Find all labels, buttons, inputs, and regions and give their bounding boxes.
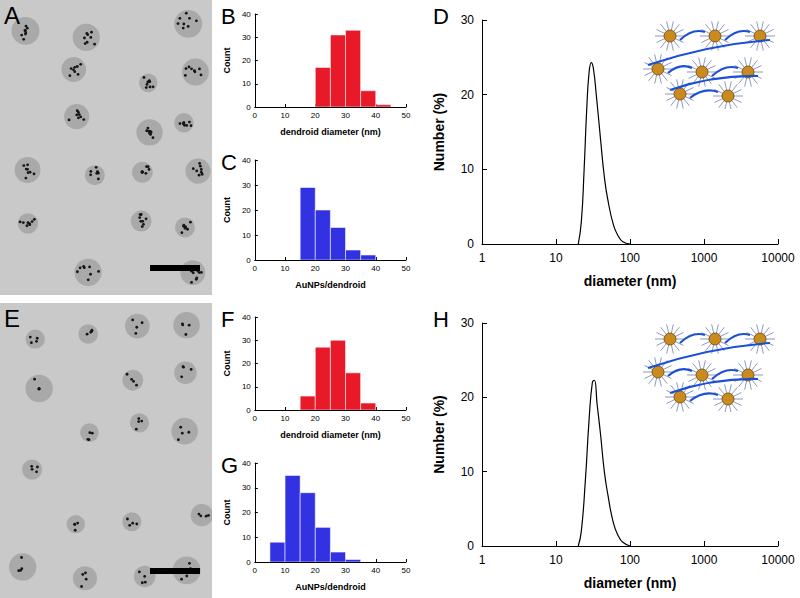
svg-text:20: 20 (311, 414, 320, 423)
svg-text:40: 40 (242, 156, 251, 165)
svg-text:40: 40 (371, 264, 380, 273)
svg-text:40: 40 (371, 566, 380, 575)
svg-text:30: 30 (461, 13, 475, 27)
svg-text:20: 20 (242, 359, 251, 368)
svg-text:Count: Count (222, 48, 232, 74)
svg-text:20: 20 (311, 264, 320, 273)
svg-text:10000: 10000 (761, 251, 795, 265)
svg-text:30: 30 (341, 414, 350, 423)
svg-text:30: 30 (341, 566, 350, 575)
svg-text:0: 0 (253, 111, 258, 120)
svg-text:Number (%): Number (%) (431, 395, 447, 474)
svg-text:G: G (221, 453, 238, 478)
svg-text:40: 40 (371, 414, 380, 423)
svg-text:F: F (221, 307, 234, 332)
svg-text:10: 10 (242, 382, 251, 391)
svg-text:Count: Count (222, 197, 232, 223)
svg-text:40: 40 (242, 459, 251, 468)
svg-text:50: 50 (402, 264, 411, 273)
svg-text:40: 40 (242, 10, 251, 19)
svg-text:30: 30 (242, 181, 251, 190)
svg-text:H: H (433, 307, 449, 332)
svg-text:0: 0 (246, 103, 251, 112)
svg-text:10: 10 (461, 465, 475, 479)
svg-text:0: 0 (253, 566, 258, 575)
svg-text:100: 100 (620, 251, 640, 265)
svg-text:AuNPs/dendroid: AuNPs/dendroid (295, 280, 366, 290)
svg-text:50: 50 (402, 414, 411, 423)
svg-text:40: 40 (242, 313, 251, 322)
svg-text:D: D (433, 4, 449, 29)
svg-text:10: 10 (281, 264, 290, 273)
svg-text:1: 1 (479, 553, 486, 567)
svg-text:10: 10 (281, 414, 290, 423)
svg-text:dendroid diameter (nm): dendroid diameter (nm) (280, 127, 381, 137)
svg-text:Count: Count (222, 500, 232, 526)
svg-text:0: 0 (253, 414, 258, 423)
svg-text:0: 0 (246, 256, 251, 265)
svg-text:30: 30 (341, 111, 350, 120)
svg-text:10: 10 (242, 79, 251, 88)
svg-text:20: 20 (242, 206, 251, 215)
svg-text:20: 20 (311, 111, 320, 120)
svg-text:Count: Count (222, 351, 232, 377)
svg-text:Number (%): Number (%) (431, 93, 447, 172)
svg-text:20: 20 (242, 508, 251, 517)
svg-text:0: 0 (467, 237, 474, 251)
svg-text:30: 30 (461, 316, 475, 330)
svg-text:0: 0 (253, 264, 258, 273)
svg-text:20: 20 (311, 566, 320, 575)
svg-text:dendroid diameter (nm): dendroid diameter (nm) (280, 430, 381, 440)
svg-text:10: 10 (242, 533, 251, 542)
svg-text:30: 30 (242, 483, 251, 492)
svg-text:20: 20 (461, 390, 475, 404)
svg-text:10: 10 (281, 566, 290, 575)
svg-text:20: 20 (242, 56, 251, 65)
svg-text:diameter (nm): diameter (nm) (584, 273, 677, 289)
svg-text:30: 30 (242, 336, 251, 345)
svg-text:C: C (221, 150, 237, 175)
svg-text:10: 10 (281, 111, 290, 120)
svg-text:AuNPs/dendroid: AuNPs/dendroid (295, 582, 366, 592)
svg-text:30: 30 (341, 264, 350, 273)
svg-text:10: 10 (549, 553, 563, 567)
svg-text:1000: 1000 (691, 553, 718, 567)
svg-text:10000: 10000 (761, 553, 795, 567)
svg-text:1000: 1000 (691, 251, 718, 265)
svg-text:diameter (nm): diameter (nm) (584, 575, 677, 591)
svg-text:50: 50 (402, 111, 411, 120)
svg-text:30: 30 (242, 33, 251, 42)
svg-text:10: 10 (549, 251, 563, 265)
html-text:A: A (4, 2, 20, 29)
html-text:E: E (4, 305, 20, 332)
svg-text:0: 0 (246, 558, 251, 567)
svg-text:0: 0 (467, 539, 474, 553)
svg-text:10: 10 (242, 231, 251, 240)
svg-text:10: 10 (461, 162, 475, 176)
svg-text:50: 50 (402, 566, 411, 575)
svg-text:40: 40 (371, 111, 380, 120)
svg-text:20: 20 (461, 88, 475, 102)
svg-text:B: B (221, 4, 236, 29)
svg-text:1: 1 (479, 251, 486, 265)
svg-text:100: 100 (620, 553, 640, 567)
svg-text:0: 0 (246, 406, 251, 415)
